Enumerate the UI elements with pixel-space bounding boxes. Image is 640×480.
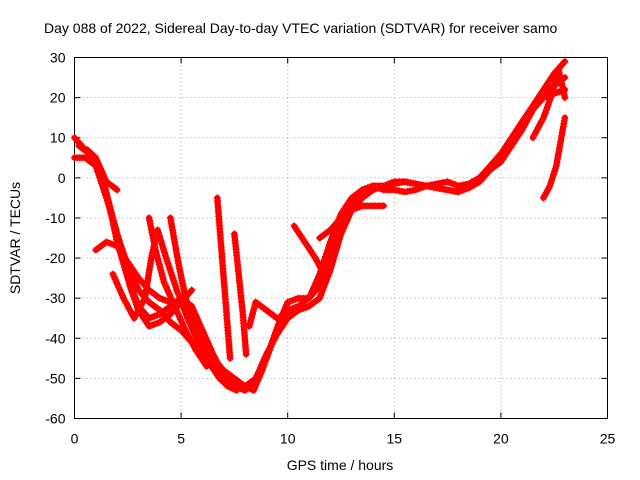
series-track-12 [316,202,388,242]
x-tick-label: 20 [493,431,509,447]
series-track-11 [290,222,330,282]
y-axis-label: SDTVAR / TECUs [7,182,23,294]
y-tick-label: 30 [50,50,66,66]
series-markers [213,194,234,362]
series-track-15 [529,66,569,142]
series-markers [529,66,569,142]
series-markers [316,202,388,242]
series-track-5 [109,226,240,394]
plot-frame [74,57,608,419]
y-tick-label: 0 [58,170,66,186]
y-tick-label: -10 [45,210,65,226]
series-track-10 [245,298,292,330]
y-tick-label: -60 [45,411,65,427]
series-markers [540,114,569,202]
series-markers [83,146,121,194]
series-markers [145,214,211,370]
series-markers [109,226,240,394]
y-tick-label: -40 [45,330,65,346]
series-track-6 [145,214,211,370]
y-tick-label: 10 [50,130,66,146]
x-tick-label: 0 [71,431,79,447]
chart-title: Day 088 of 2022, Sidereal Day-to-day VTE… [44,20,557,36]
series-track-8 [213,194,234,362]
series-markers [245,298,292,330]
y-tick-label: -50 [45,370,65,386]
x-tick-label: 10 [280,431,296,447]
x-tick-label: 5 [177,431,185,447]
series-track-7 [166,214,228,378]
series-track-13 [83,146,121,194]
series-markers [166,214,228,378]
axis-ticks: 0 5 10 15 20 25 -60 -50 -40 -30 -20 -10 0 10 20 30 [45,50,615,447]
x-tick-label: 25 [600,431,616,447]
series-track-14 [540,114,569,202]
series-markers [290,222,330,282]
series-markers [230,230,250,358]
y-tick-label: 20 [50,90,66,106]
series-track-9 [230,230,250,358]
x-tick-label: 15 [387,431,403,447]
y-tick-label: -30 [45,290,65,306]
series-group [71,58,569,394]
y-tick-label: -20 [45,250,65,266]
x-axis-label: GPS time / hours [287,457,394,473]
